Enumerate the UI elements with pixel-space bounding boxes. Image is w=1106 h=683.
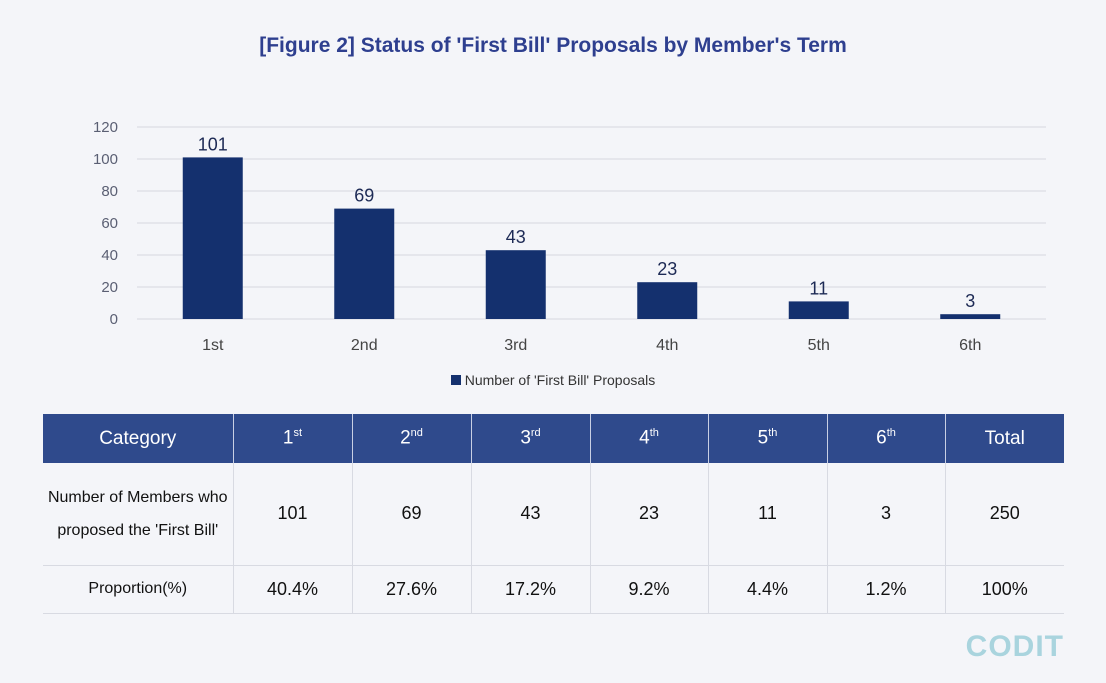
- legend-swatch: [450, 375, 461, 385]
- x-tick-label: 1st: [202, 337, 224, 354]
- table-cell: 27.6%: [352, 565, 472, 614]
- row-label: Number of Members who proposed the 'Firs…: [43, 463, 234, 566]
- table-cell: 17.2%: [471, 565, 591, 614]
- table-row-proportion: Proportion(%) 40.4% 27.6% 17.2% 9.2% 4.4…: [43, 565, 1064, 614]
- table-cell: 23: [590, 463, 709, 566]
- y-tick-label: 0: [110, 311, 118, 328]
- bar: [788, 301, 849, 319]
- y-tick-label: 80: [101, 183, 118, 200]
- header-term-3: 3rd: [471, 414, 591, 463]
- bar: [182, 157, 243, 319]
- bar: [334, 208, 395, 319]
- table-cell: 43: [471, 463, 591, 566]
- header-category: Category: [43, 414, 234, 463]
- x-tick-label: 3rd: [504, 337, 527, 354]
- x-tick-label: 4th: [656, 337, 678, 354]
- header-term-4: 4th: [590, 414, 709, 463]
- data-label: 23: [657, 259, 677, 279]
- codit-logo: CODIT: [965, 630, 1064, 663]
- y-tick-label: 120: [93, 119, 118, 136]
- summary-table: Category 1st 2nd 3rd 4th 5th 6th Total N…: [43, 414, 1064, 614]
- table-row-members: Number of Members who proposed the 'Firs…: [43, 463, 1064, 566]
- bar-chart: 0 20 40 60 80 100 120 101 1st 69 2nd 43 3rd 23 4th 11 5t…: [93, 119, 1046, 354]
- table-cell: 40.4%: [233, 565, 353, 614]
- header-total: Total: [945, 414, 1064, 463]
- table-cell: 100%: [945, 565, 1064, 614]
- y-tick-label: 100: [93, 151, 118, 168]
- table-cell: 69: [352, 463, 472, 566]
- header-term-2: 2nd: [352, 414, 472, 463]
- chart-title: [Figure 2] Status of 'First Bill' Propos…: [259, 34, 847, 57]
- bar: [485, 250, 546, 319]
- data-label: 11: [809, 278, 828, 298]
- table-cell: 1.2%: [827, 565, 946, 614]
- y-tick-label: 60: [101, 215, 118, 232]
- table-cell: 4.4%: [708, 565, 828, 614]
- x-tick-label: 5th: [808, 337, 830, 354]
- data-label: 101: [198, 134, 228, 154]
- header-term-5: 5th: [708, 414, 828, 463]
- data-label: 3: [965, 291, 975, 311]
- header-term-6: 6th: [827, 414, 946, 463]
- table-cell: 3: [827, 463, 946, 566]
- table-cell: 11: [708, 463, 828, 566]
- chart-legend: Number of 'First Bill' Proposals: [0, 372, 1106, 388]
- table-cell: 101: [233, 463, 353, 566]
- header-term-1: 1st: [233, 414, 353, 463]
- table-cell: 250: [945, 463, 1064, 566]
- x-tick-label: 6th: [959, 337, 981, 354]
- y-tick-label: 40: [101, 247, 118, 264]
- data-label: 43: [506, 227, 526, 247]
- x-tick-label: 2nd: [351, 337, 378, 354]
- table-cell: 9.2%: [590, 565, 709, 614]
- y-tick-label: 20: [101, 279, 118, 296]
- legend-label: Number of 'First Bill' Proposals: [464, 372, 656, 388]
- row-label: Proportion(%): [43, 565, 234, 614]
- bar: [940, 314, 1001, 319]
- bar: [637, 282, 698, 319]
- table-header-row: Category 1st 2nd 3rd 4th 5th 6th Total: [43, 414, 1064, 463]
- data-label: 69: [354, 186, 374, 206]
